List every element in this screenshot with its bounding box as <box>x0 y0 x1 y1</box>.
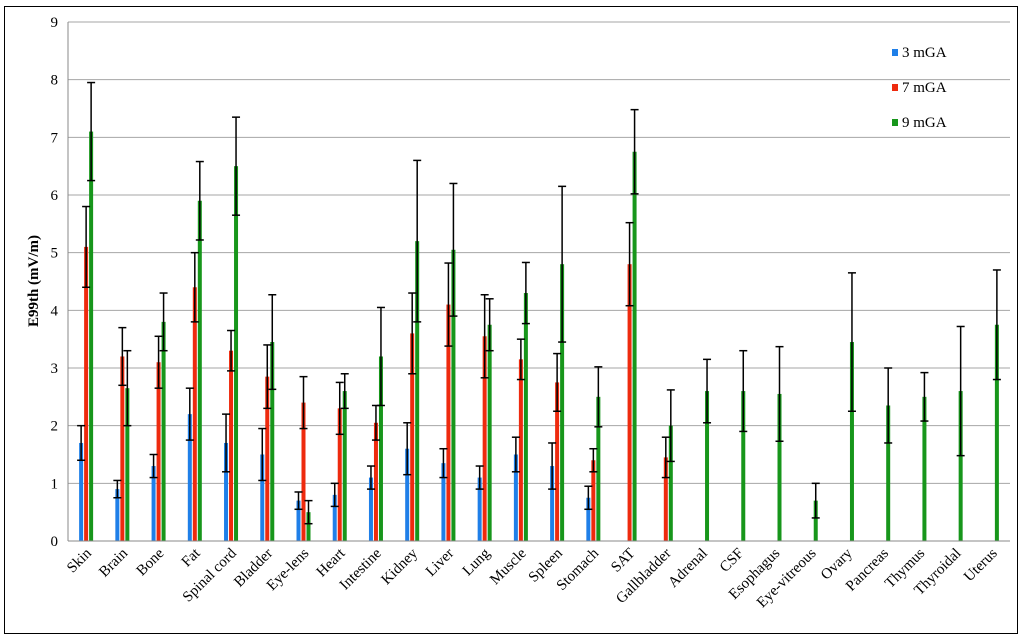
bars <box>79 131 999 542</box>
y-tick-label: 7 <box>51 130 59 146</box>
error-bars <box>77 81 1001 525</box>
bar <box>958 391 963 541</box>
bar <box>560 264 565 541</box>
bar <box>451 249 456 542</box>
x-tick-label: SAT <box>608 546 638 576</box>
bar <box>192 287 197 541</box>
bar <box>550 466 555 541</box>
bar <box>125 388 130 541</box>
bar <box>777 393 782 541</box>
y-axis-label: E99th (mV/m) <box>26 235 42 327</box>
legend-label: 3 mGA <box>902 45 947 61</box>
y-tick-label: 6 <box>51 188 59 204</box>
bar <box>332 494 337 541</box>
bar <box>89 131 94 542</box>
bar <box>446 304 451 541</box>
chart-frame <box>4 6 1018 634</box>
bar <box>84 246 89 541</box>
x-tick-label: Bone <box>134 545 168 579</box>
x-tick-label: Brain <box>96 545 131 580</box>
bar <box>415 241 420 541</box>
bar <box>410 333 415 541</box>
legend: 3 mGA 7 mGA 9 mGA <box>892 45 947 131</box>
bar <box>260 454 265 541</box>
bar <box>270 342 275 541</box>
bar <box>518 359 523 541</box>
bar <box>151 466 156 541</box>
bar <box>265 376 270 541</box>
x-tick-label: Kidney <box>378 545 421 588</box>
bar <box>337 408 342 541</box>
legend-label: 9 mGA <box>902 115 947 131</box>
bar <box>741 391 746 541</box>
bar <box>224 442 229 541</box>
y-tick-label: 9 <box>51 15 59 31</box>
bar <box>849 342 854 541</box>
bar <box>342 391 347 541</box>
bar <box>705 391 710 541</box>
bar <box>156 362 161 541</box>
bar <box>373 422 378 541</box>
bar <box>922 396 927 541</box>
bar <box>627 264 632 541</box>
bar <box>441 463 446 541</box>
bar <box>555 382 560 541</box>
bar <box>523 293 528 541</box>
x-tick-label: CSF <box>717 546 747 576</box>
bar <box>596 396 601 541</box>
bar <box>632 151 637 541</box>
bar <box>368 477 373 541</box>
x-tick-label: Adrenal <box>665 546 710 591</box>
bar <box>115 489 120 541</box>
gridlines <box>68 21 1010 484</box>
legend-swatch <box>892 84 898 91</box>
x-tick-label: Muscle <box>487 545 530 588</box>
x-tick-label: Liver <box>423 546 457 580</box>
bar <box>482 336 487 541</box>
bar <box>886 405 891 541</box>
legend-swatch <box>892 119 898 126</box>
legend-swatch <box>892 49 898 56</box>
bar <box>663 457 668 541</box>
x-tick-label: Skin <box>64 545 95 576</box>
bar <box>296 500 301 541</box>
y-tick-label: 0 <box>51 534 59 550</box>
bar <box>813 500 818 541</box>
y-tick-label: 1 <box>51 476 59 492</box>
y-tick-labels: 0 1 2 3 4 5 6 7 8 9 <box>51 15 59 550</box>
bar <box>586 497 591 541</box>
bar <box>306 512 311 541</box>
y-tick-label: 3 <box>51 361 59 377</box>
legend-label: 7 mGA <box>902 80 947 96</box>
bar <box>197 200 202 541</box>
y-tick-label: 8 <box>51 73 59 89</box>
y-tick-label: 2 <box>51 419 59 435</box>
bar <box>187 414 192 541</box>
bar <box>234 166 239 541</box>
bar <box>513 454 518 541</box>
bar <box>487 324 492 541</box>
y-tick-label: 5 <box>51 246 59 262</box>
bar <box>668 425 673 541</box>
bar <box>120 356 125 541</box>
bar <box>161 321 166 541</box>
bar <box>405 448 410 541</box>
bar <box>994 324 999 541</box>
bar <box>301 402 306 541</box>
y-tick-label: 4 <box>51 303 59 319</box>
axes <box>67 22 1010 542</box>
bar <box>591 460 596 541</box>
bar <box>378 356 383 541</box>
x-tick-label: Uterus <box>961 545 1001 585</box>
bar <box>79 442 84 541</box>
bar <box>477 477 482 541</box>
x-tick-label: Fat <box>179 545 204 570</box>
bar <box>229 350 234 541</box>
